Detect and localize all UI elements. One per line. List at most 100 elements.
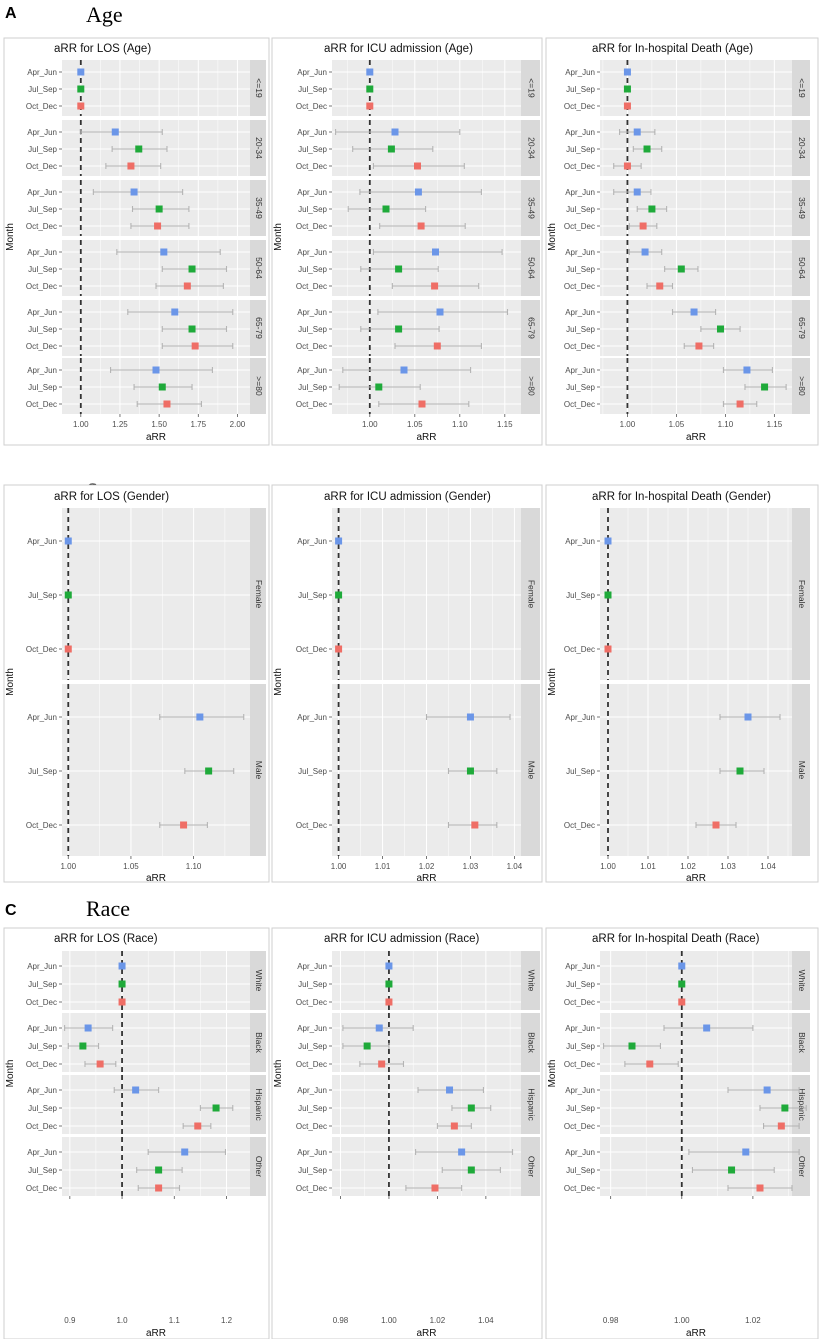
y-tick-label-Apr_Jun: Apr_Jun <box>565 308 595 317</box>
data-point-50-64-Oct_Dec <box>155 282 224 290</box>
y-tick-label-Oct_Dec: Oct_Dec <box>26 102 57 111</box>
data-point-White-Jul_Sep <box>385 980 393 988</box>
point-marker <box>742 1148 750 1156</box>
x-tick-label: 1.05 <box>669 420 685 429</box>
facet-strip <box>521 684 540 856</box>
point-marker <box>64 591 72 599</box>
facet-strip-label: Female <box>797 580 807 609</box>
facet-strip-label: Other <box>254 1156 264 1177</box>
facet-strip-label: Black <box>254 1032 264 1054</box>
y-tick-label-Jul_Sep: Jul_Sep <box>566 1166 595 1175</box>
data-point->=80-Jul_Sep <box>744 383 787 391</box>
data-point-50-64-Apr_Jun <box>116 248 221 256</box>
facet-strip <box>792 300 810 356</box>
y-tick-label-Apr_Jun: Apr_Jun <box>297 366 327 375</box>
facet-strip <box>521 300 540 356</box>
y-tick-label-Jul_Sep: Jul_Sep <box>298 383 327 392</box>
data-point-35-49-Jul_Sep <box>347 205 427 213</box>
data-point-Hispanic-Jul_Sep <box>759 1104 807 1112</box>
data-point-Hispanic-Oct_Dec <box>436 1122 472 1130</box>
chart-panel-A-1: aRR for LOS (Age) <=19 Apr_Jun Jul_Sep Oct_D… <box>3 37 270 446</box>
facet-strip-label: >=80 <box>526 376 536 396</box>
data-point-65-79-Jul_Sep <box>360 325 440 333</box>
data-point-65-79-Jul_Sep <box>161 325 228 333</box>
data-point-65-79-Apr_Jun <box>127 308 234 316</box>
chart-title: aRR for LOS (Race) <box>54 933 158 945</box>
data-point-50-64-Jul_Sep <box>664 265 699 273</box>
chart-panel-A-2: aRR for ICU admission (Age) <=19 Apr_Jun Ju… <box>271 37 543 446</box>
y-tick-label-Apr_Jun: Apr_Jun <box>297 1024 327 1033</box>
y-tick-label-Apr_Jun: Apr_Jun <box>565 128 595 137</box>
facet-20-34: 20-34 Apr_Jun Jul_Sep Oct_Dec <box>296 120 540 176</box>
x-tick-label: 0.98 <box>603 1316 619 1325</box>
data-point-White-Apr_Jun <box>385 962 393 970</box>
point-marker <box>648 205 656 213</box>
y-tick-label-Jul_Sep: Jul_Sep <box>28 85 57 94</box>
chart-panel-A-3: aRR for In-hospital Death (Age) <=19 Apr_J… <box>545 37 819 446</box>
y-tick-label-Apr_Jun: Apr_Jun <box>297 537 327 546</box>
x-tick-label: 1.00 <box>73 420 89 429</box>
facet-strip <box>521 508 540 680</box>
data-point-35-49-Apr_Jun <box>92 188 184 196</box>
x-tick-label: 0.9 <box>64 1316 76 1325</box>
point-marker <box>446 1086 454 1094</box>
y-tick-label-Apr_Jun: Apr_Jun <box>27 188 57 197</box>
facet-White: White Apr_Jun Jul_Sep Oct_Dec <box>26 951 266 1010</box>
data-point-50-64-Jul_Sep <box>360 265 439 273</box>
y-tick-label-Apr_Jun: Apr_Jun <box>27 128 57 137</box>
point-marker <box>678 962 686 970</box>
data-point->=80-Oct_Dec <box>378 400 470 408</box>
point-marker <box>414 162 421 170</box>
y-tick-label-Oct_Dec: Oct_Dec <box>26 998 57 1007</box>
facet-strip-label: 65-79 <box>797 317 807 339</box>
facet-Black: Black Apr_Jun Jul_Sep Oct_Dec <box>564 1013 810 1072</box>
point-marker <box>471 821 479 829</box>
facet-strip <box>792 951 810 1010</box>
y-tick-label-Apr_Jun: Apr_Jun <box>565 68 595 77</box>
facet-<=19: <=19 Apr_Jun Jul_Sep Oct_Dec <box>296 60 540 116</box>
data-point-Male-Oct_Dec <box>447 821 498 829</box>
data-point-Other-Oct_Dec <box>137 1184 181 1192</box>
y-tick-label-Apr_Jun: Apr_Jun <box>27 962 57 971</box>
point-marker <box>385 962 393 970</box>
x-tick-label: 1.00 <box>60 862 76 871</box>
data-point-<=19-Oct_Dec <box>366 102 374 110</box>
y-tick-label-Jul_Sep: Jul_Sep <box>298 767 327 776</box>
point-marker <box>158 383 166 391</box>
facet-strip-label: 20-34 <box>797 137 807 159</box>
facet-strip-label: 50-64 <box>797 257 807 279</box>
y-tick-label-Apr_Jun: Apr_Jun <box>297 713 327 722</box>
y-tick-label-Apr_Jun: Apr_Jun <box>565 1024 595 1033</box>
data-point-20-34-Jul_Sep <box>111 145 168 153</box>
facet-strip-label: White <box>254 970 264 992</box>
y-tick-label-Oct_Dec: Oct_Dec <box>26 282 57 291</box>
point-marker <box>77 85 85 93</box>
facet-Female: Female Apr_Jun Jul_Sep Oct_Dec <box>564 508 810 680</box>
point-marker <box>436 308 444 316</box>
point-marker <box>375 1024 383 1032</box>
point-marker <box>363 1042 371 1050</box>
y-tick-label-Jul_Sep: Jul_Sep <box>566 265 595 274</box>
y-tick-label-Apr_Jun: Apr_Jun <box>27 1086 57 1095</box>
y-tick-label-Jul_Sep: Jul_Sep <box>298 980 327 989</box>
facet-strip-label: >=80 <box>797 376 807 396</box>
data-point-Hispanic-Jul_Sep <box>451 1104 492 1112</box>
x-axis-label: aRR <box>686 432 706 443</box>
point-marker <box>171 308 179 316</box>
section-title-A: Age <box>86 2 123 27</box>
section-letter-C: C <box>5 902 17 919</box>
facet-strip <box>521 951 540 1010</box>
y-tick-label-Jul_Sep: Jul_Sep <box>298 145 327 154</box>
y-tick-label-Apr_Jun: Apr_Jun <box>297 1148 327 1157</box>
y-tick-label-Apr_Jun: Apr_Jun <box>297 308 327 317</box>
facet-strip <box>250 358 266 414</box>
data-point-Male-Apr_Jun <box>425 713 511 721</box>
data-point-Other-Jul_Sep <box>691 1166 775 1174</box>
data-point-20-34-Apr_Jun <box>335 128 461 136</box>
facet-strip-label: 35-49 <box>526 197 536 219</box>
facet-strip <box>250 684 266 856</box>
section-title-C: Race <box>86 896 130 921</box>
facet-panel-bg <box>600 240 792 296</box>
point-marker <box>431 1184 439 1192</box>
chart-panel-B-2: aRR for ICU admission (Gender) Female Apr_… <box>271 484 543 884</box>
